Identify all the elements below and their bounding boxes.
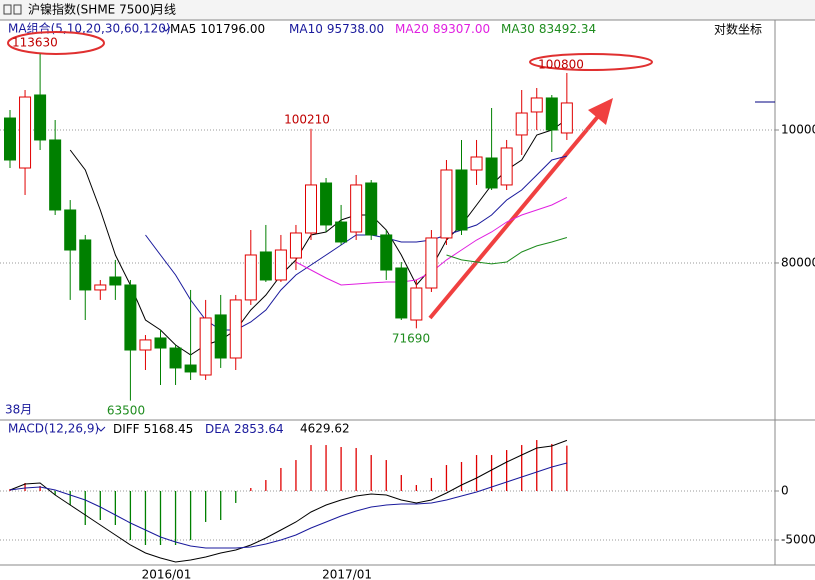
trend-arrow — [428, 112, 602, 320]
candle-body — [560, 102, 573, 134]
candle-body — [19, 96, 32, 169]
candle-body — [365, 182, 378, 236]
y-tick-label: 0 — [781, 484, 789, 498]
ma-line — [69, 118, 568, 356]
legend-name: DEA — [205, 422, 231, 436]
candle-body — [274, 249, 287, 281]
candle-body — [169, 347, 182, 369]
candle-body — [4, 117, 16, 161]
legend-name: MA30 — [501, 22, 535, 36]
candle-body — [229, 299, 242, 359]
candle-body — [64, 209, 77, 251]
highlight-ellipse — [529, 53, 653, 71]
candle-body — [109, 276, 122, 286]
candle-body — [199, 317, 212, 376]
dropdown[interactable] — [161, 26, 171, 32]
toolbar-icon[interactable] — [13, 4, 22, 15]
highlight-ellipse — [7, 31, 105, 55]
candle-body — [214, 314, 227, 359]
macd-line — [9, 462, 568, 549]
x-tick-label: 2016/01 — [142, 568, 192, 580]
legend-value: 83492.34 — [539, 22, 596, 36]
candle-body — [94, 284, 107, 291]
candle-body — [34, 94, 47, 141]
instrument-title[interactable]: 沪镍指数(SHME 7500) — [28, 2, 154, 17]
legend-entry: MA30 83492.34 — [501, 22, 596, 36]
legend-name: MA20 — [395, 22, 429, 36]
candle-body — [350, 184, 363, 233]
trend-arrowhead — [588, 98, 613, 125]
candle-body — [305, 184, 317, 234]
x-tick-label: 2017/01 — [322, 568, 372, 580]
candle-body — [49, 139, 62, 211]
legend-name: MA10 — [289, 22, 323, 36]
annotation: 100210 — [284, 113, 330, 127]
period-count: 38月 — [5, 403, 32, 417]
candle-body — [139, 339, 152, 351]
candle-body — [470, 156, 483, 171]
candle-body — [259, 251, 272, 281]
candle-body — [244, 254, 257, 301]
candle-body — [184, 364, 197, 373]
legend-entry: DIFF 5168.45 — [113, 422, 193, 436]
legend-entry: MA5 101796.00 — [170, 22, 265, 36]
macd-line — [9, 439, 568, 563]
toolbar-icon[interactable] — [3, 4, 12, 15]
legend-entry: MA10 95738.00 — [289, 22, 384, 36]
legend-value: 89307.00 — [433, 22, 490, 36]
candle-body — [320, 182, 333, 226]
y-tick-label: 100000 — [781, 122, 815, 136]
candle-body — [455, 169, 468, 231]
legend-entry: DEA 2853.64 — [205, 422, 284, 436]
candle-body — [154, 337, 167, 349]
candle-body — [500, 147, 513, 186]
candle-body — [515, 112, 528, 136]
legend-entry: MA20 89307.00 — [395, 22, 490, 36]
legend-name: DIFF — [113, 422, 140, 436]
annotation: 63500 — [107, 404, 145, 418]
candle-body — [289, 232, 302, 259]
scale-label[interactable]: 对数坐标 — [714, 22, 762, 37]
candle-body — [545, 97, 558, 131]
candle-body — [530, 97, 543, 113]
candle-body — [124, 284, 137, 351]
toolbar — [0, 0, 815, 20]
candle-body — [395, 267, 408, 319]
legend-value: 101796.00 — [200, 22, 265, 36]
annotation: 100800 — [538, 58, 584, 72]
candle-body — [440, 169, 453, 239]
candle-body — [380, 234, 393, 271]
legend-value: 2853.64 — [234, 422, 284, 436]
annotation: 71690 — [392, 332, 430, 346]
legend-value: 95738.00 — [327, 22, 384, 36]
macd-value: 4629.62 — [300, 422, 350, 436]
annotation: 113630 — [12, 36, 58, 50]
candle-body — [425, 237, 438, 289]
dropdown[interactable] — [96, 426, 106, 432]
y-tick-label: -5000 — [781, 533, 815, 547]
candle-body — [79, 239, 92, 291]
legend-name: MA5 — [170, 22, 196, 36]
ma-line — [446, 237, 568, 265]
candle-body — [485, 157, 498, 189]
period[interactable]: 月线 — [152, 3, 176, 17]
macd-title[interactable]: MACD(12,26,9) — [8, 422, 99, 436]
candle-body — [410, 287, 423, 321]
y-tick-label: 80000 — [781, 255, 815, 269]
legend-value: 5168.45 — [144, 422, 194, 436]
candle-body — [335, 221, 348, 243]
